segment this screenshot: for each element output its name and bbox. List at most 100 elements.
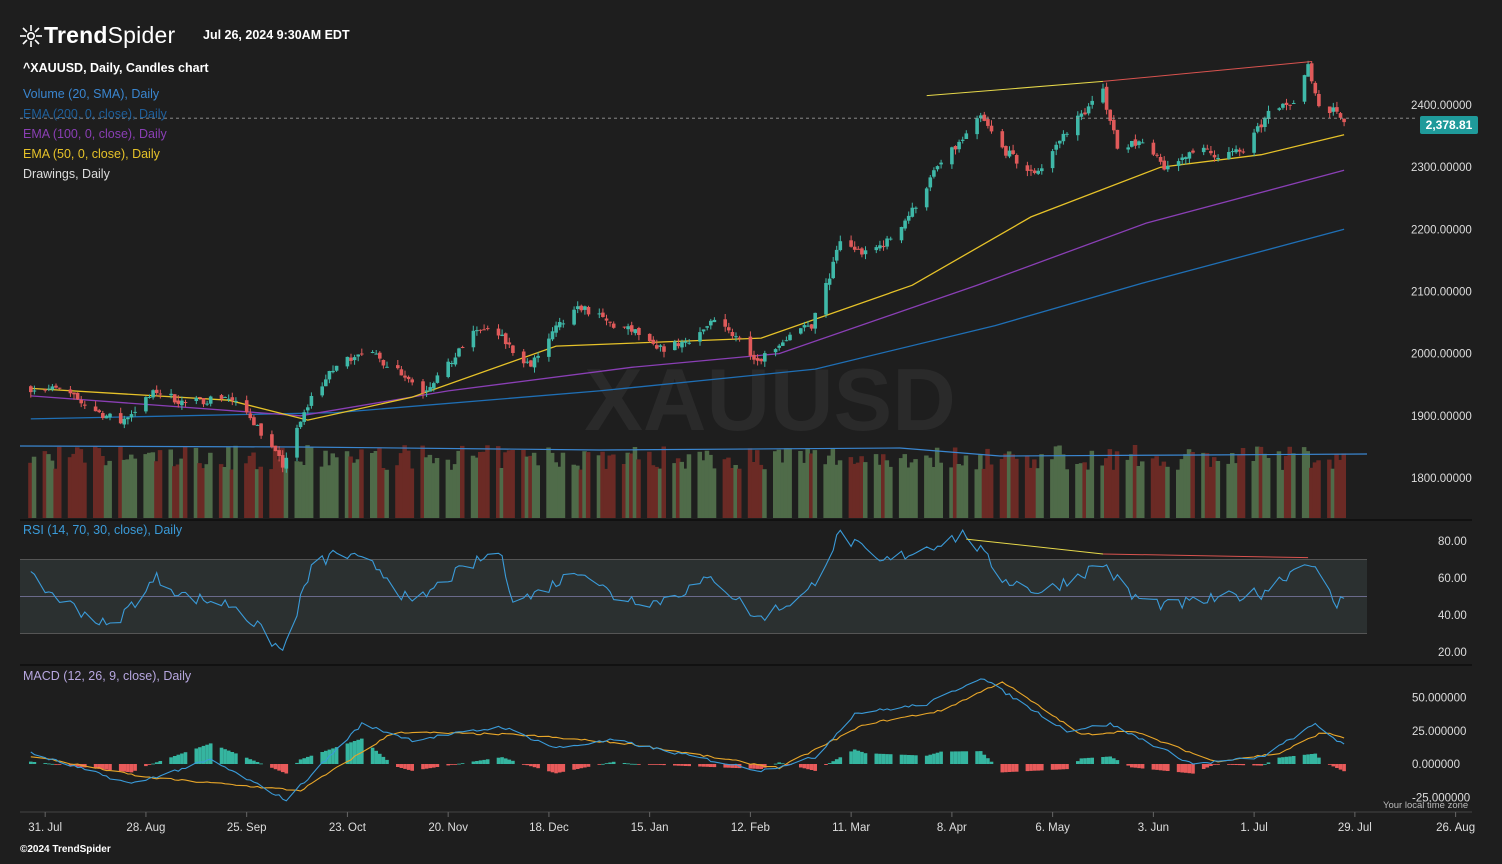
macd-histogram-bar	[1335, 764, 1339, 768]
macd-histogram-bar	[662, 764, 666, 766]
legend-symbol[interactable]: ^XAUUSD, Daily, Candles chart	[23, 61, 209, 75]
volume-bar	[1309, 467, 1314, 518]
candle-body	[572, 309, 576, 325]
volume-bar	[762, 469, 767, 518]
volume-bar	[636, 459, 641, 518]
legend-volume[interactable]: Volume (20, SMA), Daily	[23, 87, 160, 101]
volume-bar	[683, 468, 688, 518]
macd-histogram-bar	[360, 738, 364, 764]
candle-body	[453, 357, 458, 365]
volume-bar	[1057, 445, 1062, 518]
volume-bar	[931, 467, 936, 518]
volume-bar	[956, 464, 961, 518]
candle-body	[928, 177, 933, 188]
volume-bar	[1129, 454, 1134, 518]
candle-body	[378, 352, 382, 359]
chart-datetime: Jul 26, 2024 9:30AM EDT	[203, 28, 350, 42]
candle-body	[1205, 148, 1210, 150]
volume-bar	[305, 445, 310, 518]
volume-bar	[330, 453, 335, 518]
legend-rsi[interactable]: RSI (14, 70, 30, close), Daily	[23, 523, 183, 537]
macd-histogram-bar	[223, 749, 227, 764]
volume-bar	[100, 456, 105, 518]
legend-macd[interactable]: MACD (12, 26, 9, close), Daily	[23, 669, 192, 683]
legend-drawings[interactable]: Drawings, Daily	[23, 167, 110, 181]
candle-body	[856, 248, 861, 250]
macd-histogram-bar	[575, 764, 580, 769]
volume-bar	[125, 459, 130, 518]
legend-ema50[interactable]: EMA (50, 0, close), Daily	[23, 147, 160, 161]
macd-histogram-bar	[698, 764, 702, 767]
macd-histogram-bar	[1284, 756, 1289, 764]
legend-ema100[interactable]: EMA (100, 0, close), Daily	[23, 127, 167, 141]
candle-body	[1187, 152, 1192, 159]
candle-body	[575, 306, 580, 309]
candle-body	[705, 326, 709, 328]
macd-histogram-bar	[799, 764, 803, 768]
macd-histogram-bar	[457, 763, 461, 765]
volume-bar	[247, 455, 253, 518]
rsi-trendline-yellow[interactable]	[966, 538, 1104, 555]
candle-body	[755, 358, 760, 361]
macd-histogram-bar	[97, 764, 101, 769]
x-tick-label: 12. Feb	[731, 822, 770, 834]
macd-histogram-bar	[507, 759, 512, 764]
volume-bar	[898, 458, 904, 518]
candle-body	[1227, 152, 1231, 159]
macd-histogram-bar	[813, 764, 817, 771]
candle-body	[626, 326, 630, 330]
rsi-pane-divider[interactable]	[20, 664, 1472, 666]
candle-body	[583, 306, 587, 310]
volume-bar	[1301, 447, 1307, 518]
volume-bar	[452, 464, 458, 518]
macd-histogram-bar	[158, 761, 163, 764]
candle-body	[838, 241, 843, 251]
candle-body	[277, 450, 281, 456]
macd-histogram-bar	[1151, 764, 1156, 770]
volume-bar	[1075, 464, 1080, 518]
volume-bar	[1233, 463, 1239, 518]
volume-bar	[1176, 469, 1181, 518]
volume-bar	[827, 455, 832, 518]
x-tick-label: 23. Oct	[329, 822, 367, 834]
candle-body	[957, 141, 961, 150]
volume-bar	[298, 461, 303, 518]
candle-body	[284, 457, 289, 469]
macd-histogram-bar	[932, 753, 936, 764]
macd-histogram-bar	[421, 764, 425, 770]
candle-body	[248, 413, 253, 419]
legend-ema200[interactable]: EMA (200, 0, close), Daily	[23, 107, 167, 121]
candle-body	[831, 261, 835, 279]
copyright: ©2024 TrendSpider	[20, 844, 111, 855]
candle-body	[1317, 94, 1321, 107]
volume-bar	[1089, 450, 1095, 518]
candle-body	[309, 396, 314, 406]
candle-body	[345, 356, 350, 367]
candle-body	[302, 412, 306, 422]
macd-histogram-bar	[881, 753, 886, 764]
volume-bar	[553, 462, 558, 518]
rsi-trendline-red[interactable]	[1102, 553, 1309, 559]
rsi-tick-label: 80.00	[1438, 536, 1467, 548]
macd-histogram-bar	[255, 762, 260, 764]
volume-bar	[1208, 466, 1213, 518]
price-trendline-yellow[interactable]	[926, 80, 1104, 97]
volume-bar	[208, 452, 213, 518]
macd-histogram-bar	[169, 757, 173, 764]
candle-body	[421, 381, 425, 394]
candle-body	[226, 398, 231, 400]
candle-body	[924, 188, 929, 208]
macd-histogram-bar	[1029, 764, 1033, 771]
main-pane-divider[interactable]	[20, 519, 1472, 521]
macd-histogram-bar	[856, 750, 861, 764]
price-trendline-red[interactable]	[1102, 60, 1312, 82]
candle-body	[223, 397, 227, 398]
candle-body	[1302, 75, 1307, 102]
volume-bar	[1158, 465, 1163, 518]
volume-bar	[1265, 458, 1271, 518]
timezone-label[interactable]: Your local time zone	[1383, 800, 1469, 811]
candle-body	[298, 421, 303, 428]
candle-body	[500, 334, 504, 336]
